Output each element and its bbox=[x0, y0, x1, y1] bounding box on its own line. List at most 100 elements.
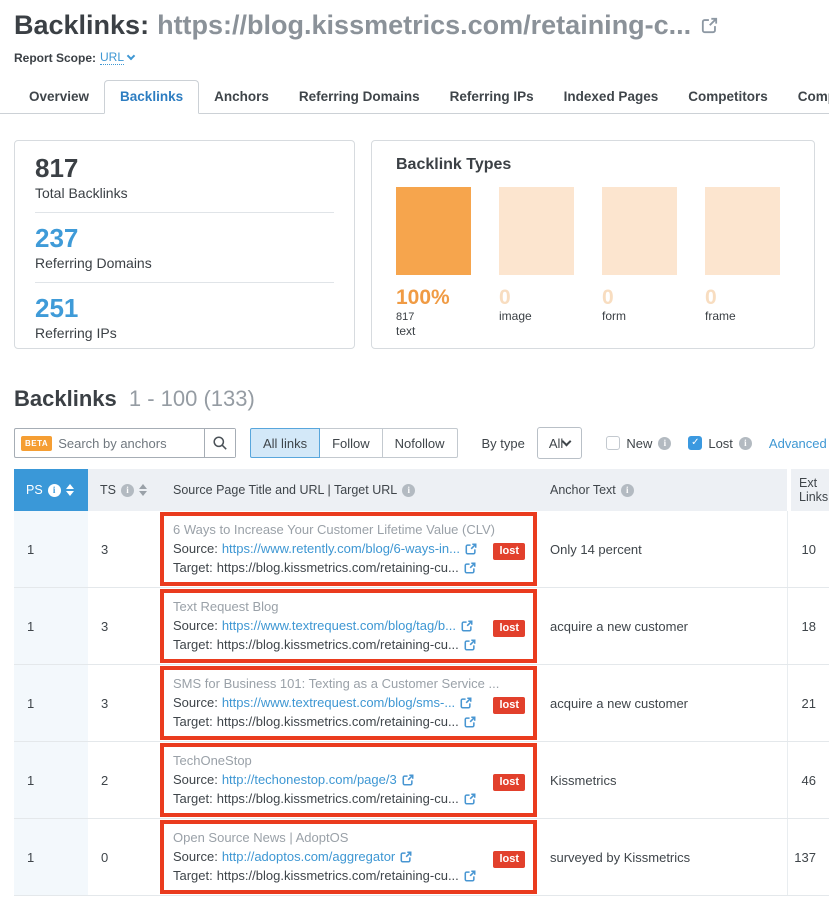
nofollow-button[interactable]: Nofollow bbox=[381, 428, 458, 458]
source-page-title: 6 Ways to Increase Your Customer Lifetim… bbox=[173, 522, 496, 537]
source-label: Source: bbox=[173, 849, 218, 864]
backlink-types-card: Backlink Types 100% 817 text 0 image 0 f… bbox=[371, 140, 815, 349]
tab-referring-ips[interactable]: Referring IPs bbox=[449, 89, 534, 104]
follow-filter-group: All links Follow Nofollow bbox=[250, 428, 458, 458]
ps-value: 1 bbox=[14, 819, 88, 895]
by-type-select[interactable]: All bbox=[536, 427, 583, 459]
external-link-icon[interactable] bbox=[464, 870, 476, 882]
anchor-header-label: Anchor Text bbox=[550, 483, 616, 497]
anchor-text: Only 14 percent bbox=[550, 541, 642, 557]
follow-button[interactable]: Follow bbox=[319, 428, 383, 458]
ext-links-value: 18 bbox=[787, 588, 829, 664]
search-input[interactable] bbox=[58, 435, 204, 451]
type-label-text: text bbox=[396, 324, 416, 338]
lost-filter[interactable]: Lost bbox=[688, 436, 752, 451]
external-link-icon[interactable] bbox=[461, 620, 473, 632]
table-row: 1 0 Open Source News | AdoptOS Source: h… bbox=[14, 819, 829, 896]
column-header-source: Source Page Title and URL | Target URL bbox=[163, 469, 540, 511]
all-links-button[interactable]: All links bbox=[250, 428, 321, 458]
tab-referring-domains[interactable]: Referring Domains bbox=[298, 89, 420, 104]
target-label: Target: bbox=[173, 714, 213, 729]
lost-checkbox[interactable] bbox=[688, 436, 703, 450]
external-link-icon[interactable] bbox=[400, 851, 412, 863]
column-header-ext-links: Ext Links bbox=[787, 469, 829, 511]
target-url: https://blog.kissmetrics.com/retaining-c… bbox=[216, 791, 459, 806]
referring-domains-label: Referring Domains bbox=[35, 255, 152, 271]
column-header-ps[interactable]: PS bbox=[14, 469, 88, 511]
info-icon[interactable] bbox=[120, 483, 134, 497]
ts-value: 3 bbox=[101, 541, 109, 557]
table-row: 1 3 6 Ways to Increase Your Customer Lif… bbox=[14, 511, 829, 588]
tab-indexed-pages[interactable]: Indexed Pages bbox=[563, 89, 659, 104]
type-bar-frame bbox=[705, 187, 780, 275]
external-link-icon[interactable] bbox=[465, 543, 477, 555]
source-line: Source: http://techonestop.com/page/3 bbox=[173, 770, 524, 789]
tab-backlinks[interactable]: Backlinks bbox=[104, 80, 200, 114]
info-icon[interactable] bbox=[620, 483, 634, 497]
source-line: Source: https://www.textrequest.com/blog… bbox=[173, 693, 524, 712]
divider bbox=[35, 212, 334, 213]
source-url-link[interactable]: http://adoptos.com/aggregator bbox=[221, 849, 396, 864]
source-page-title: Text Request Blog bbox=[173, 599, 279, 614]
ext-links-value: 21 bbox=[787, 665, 829, 741]
target-label: Target: bbox=[173, 637, 213, 652]
external-link-icon[interactable] bbox=[460, 697, 472, 709]
tab-overview[interactable]: Overview bbox=[29, 89, 90, 104]
source-url-link[interactable]: https://www.textrequest.com/blog/sms-... bbox=[221, 695, 456, 710]
new-checkbox[interactable] bbox=[606, 436, 621, 450]
new-filter[interactable]: New bbox=[606, 436, 672, 451]
type-percent-image: 0 bbox=[499, 286, 511, 309]
info-icon[interactable] bbox=[738, 436, 752, 450]
advanced-filters-link[interactable]: Advanced Filters bbox=[768, 435, 829, 451]
type-label-frame: frame bbox=[705, 309, 736, 323]
ps-value: 1 bbox=[14, 588, 88, 664]
annotation-highlight-box: 6 Ways to Increase Your Customer Lifetim… bbox=[160, 512, 537, 586]
referring-ips-value[interactable]: 251 bbox=[35, 293, 79, 323]
source-label: Source: bbox=[173, 541, 218, 556]
info-icon[interactable] bbox=[402, 483, 416, 497]
external-link-icon[interactable] bbox=[402, 774, 414, 786]
chevron-down-icon bbox=[561, 436, 572, 446]
external-link-icon[interactable] bbox=[464, 639, 476, 651]
external-link-icon[interactable] bbox=[701, 17, 718, 34]
lost-badge: lost bbox=[493, 620, 525, 637]
tab-competitors[interactable]: Competitors bbox=[688, 89, 768, 104]
target-url: https://blog.kissmetrics.com/retaining-c… bbox=[216, 560, 459, 575]
info-icon[interactable] bbox=[47, 483, 61, 497]
info-icon[interactable] bbox=[658, 436, 672, 450]
backlinks-list-heading: Backlinks 1 - 100 (133) bbox=[14, 386, 815, 412]
referring-domains-value[interactable]: 237 bbox=[35, 223, 79, 253]
list-heading-title: Backlinks bbox=[14, 386, 117, 411]
external-link-icon[interactable] bbox=[464, 716, 476, 728]
column-header-ts[interactable]: TS bbox=[88, 469, 163, 511]
ts-value: 3 bbox=[101, 618, 109, 634]
anchor-search-box: BETA bbox=[14, 428, 236, 458]
source-label: Source: bbox=[173, 772, 218, 787]
filter-bar: BETA All links Follow Nofollow By type A… bbox=[14, 427, 829, 459]
ts-value: 2 bbox=[101, 772, 109, 788]
search-button[interactable] bbox=[204, 429, 235, 457]
type-label-form: form bbox=[602, 309, 626, 323]
tab-comparison[interactable]: Comparison bbox=[797, 89, 829, 104]
table-header: PS TS Source Page Title and URL | Target… bbox=[14, 469, 829, 511]
page-header: Backlinks: https://blog.kissmetrics.com/… bbox=[0, 0, 829, 65]
source-url-link[interactable]: http://techonestop.com/page/3 bbox=[221, 772, 397, 787]
ts-header-label: TS bbox=[100, 483, 116, 497]
search-icon bbox=[213, 436, 227, 450]
backlink-type-frame: 0 frame bbox=[705, 187, 780, 338]
source-cell: 6 Ways to Increase Your Customer Lifetim… bbox=[160, 511, 540, 587]
report-scope-dropdown[interactable]: URL bbox=[100, 50, 125, 65]
external-link-icon[interactable] bbox=[464, 793, 476, 805]
source-url-link[interactable]: https://www.textrequest.com/blog/tag/b..… bbox=[221, 618, 456, 633]
chevron-down-icon[interactable] bbox=[126, 51, 136, 60]
page-title-prefix: Backlinks: bbox=[14, 10, 150, 40]
type-bar-image bbox=[499, 187, 574, 275]
lost-badge: lost bbox=[493, 697, 525, 714]
sort-icon bbox=[65, 484, 74, 496]
ext-links-value: 10 bbox=[787, 511, 829, 587]
column-header-anchor: Anchor Text bbox=[540, 469, 787, 511]
external-link-icon[interactable] bbox=[464, 562, 476, 574]
tab-anchors[interactable]: Anchors bbox=[214, 89, 269, 104]
target-label: Target: bbox=[173, 791, 213, 806]
source-url-link[interactable]: https://www.retently.com/blog/6-ways-in.… bbox=[221, 541, 460, 556]
